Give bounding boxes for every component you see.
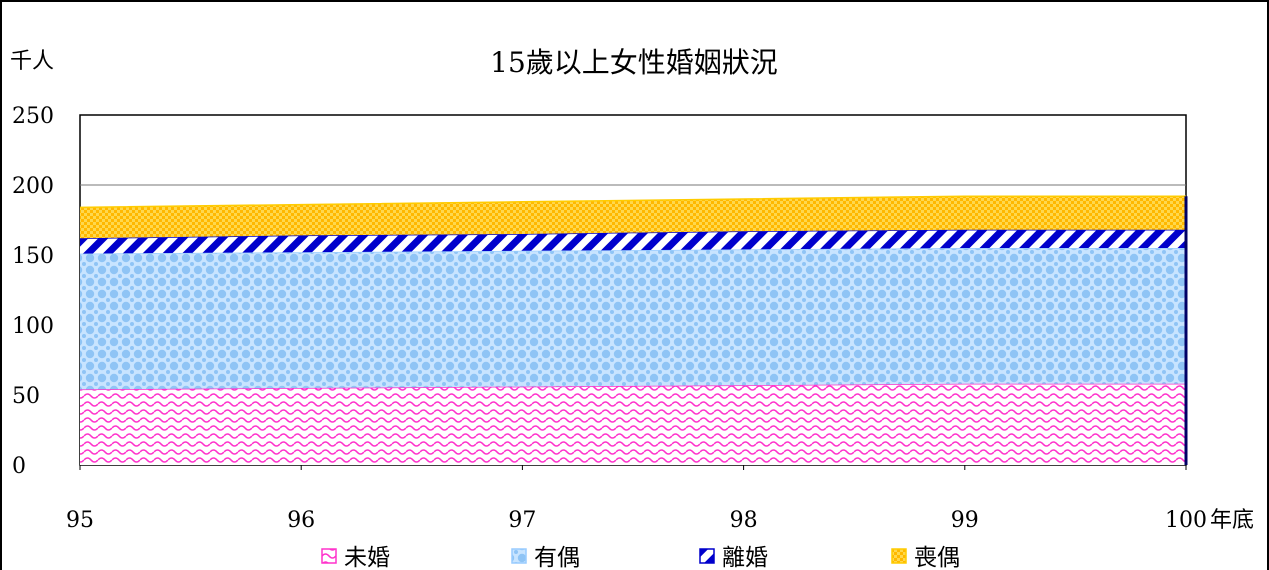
legend: 未婚 有偶 離婚 喪偶 bbox=[321, 545, 960, 570]
legend-label: 未婚 bbox=[344, 545, 390, 570]
area-edge-series-4 bbox=[79, 195, 1186, 209]
legend-swatch bbox=[511, 548, 527, 564]
legend-label: 喪偶 bbox=[914, 545, 960, 570]
y-tick-label: 200 bbox=[12, 174, 54, 199]
chart-title: 15歲以上女性婚姻狀況 bbox=[490, 46, 778, 79]
x-tick-label: 97 bbox=[508, 508, 536, 533]
y-axis-label: 千人 bbox=[10, 49, 54, 74]
plot-area bbox=[79, 114, 1188, 470]
legend-swatch bbox=[891, 548, 907, 564]
legend-label: 有偶 bbox=[534, 545, 580, 570]
legend-label: 離婚 bbox=[722, 545, 768, 570]
x-axis-label: 年底 bbox=[1210, 508, 1254, 533]
x-tick-label: 98 bbox=[730, 508, 758, 533]
y-axis-ticks: 0 50 100 150 200 250 bbox=[12, 104, 54, 479]
x-tick-label: 100 bbox=[1165, 508, 1207, 533]
x-axis-ticks: 95 96 97 98 99 100 bbox=[66, 508, 1207, 533]
y-tick-label: 250 bbox=[12, 104, 54, 129]
y-tick-label: 100 bbox=[12, 314, 54, 339]
legend-swatch bbox=[321, 548, 337, 564]
area-series-2 bbox=[80, 248, 1186, 390]
y-tick-label: 150 bbox=[12, 244, 54, 269]
x-tick-label: 95 bbox=[66, 508, 94, 533]
x-tick-label: 99 bbox=[951, 508, 979, 533]
area-series-1 bbox=[80, 383, 1186, 465]
y-tick-label: 50 bbox=[12, 384, 40, 409]
area-series-4 bbox=[80, 196, 1186, 239]
x-tick-label: 96 bbox=[287, 508, 315, 533]
y-tick-label: 0 bbox=[12, 454, 26, 479]
legend-swatch bbox=[699, 548, 715, 564]
